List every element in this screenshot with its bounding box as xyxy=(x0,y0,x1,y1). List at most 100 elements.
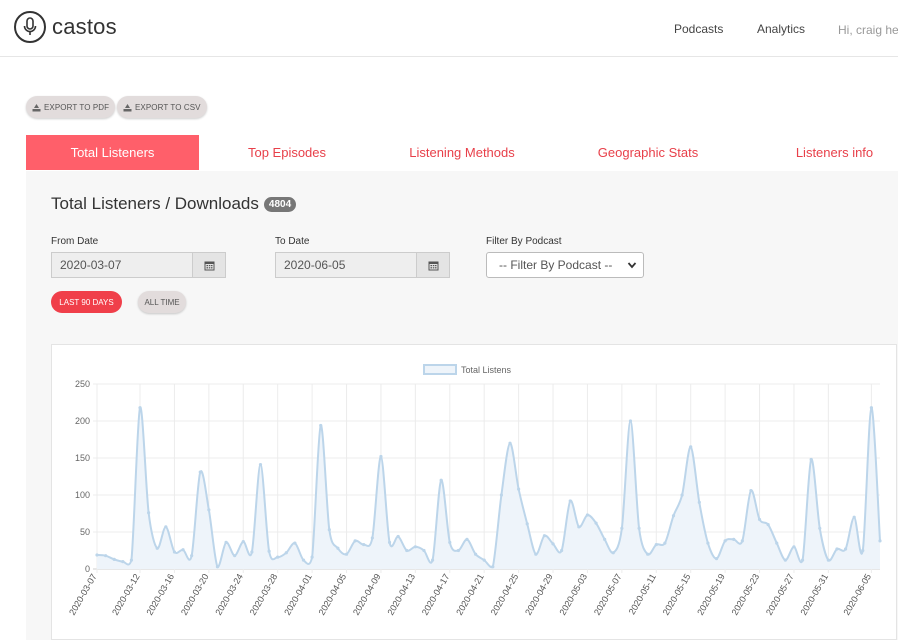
data-point xyxy=(465,537,469,541)
data-point xyxy=(568,499,572,503)
all-time-button[interactable]: ALL TIME xyxy=(138,291,186,313)
data-point xyxy=(172,550,177,554)
from-date-value[interactable]: 2020-03-07 xyxy=(60,258,122,272)
data-point xyxy=(439,478,443,482)
calendar-icon[interactable] xyxy=(192,253,225,277)
user-greeting[interactable]: Hi, craig he xyxy=(838,23,898,37)
data-point xyxy=(198,470,202,474)
data-point xyxy=(697,500,701,504)
data-point xyxy=(344,552,349,556)
data-point xyxy=(749,488,753,493)
data-point xyxy=(723,539,727,543)
data-point xyxy=(663,541,667,545)
data-point xyxy=(594,521,598,525)
legend-swatch xyxy=(423,364,457,375)
data-point xyxy=(835,547,839,551)
data-point xyxy=(585,513,590,517)
export-pdf-button[interactable]: EXPORT TO PDF xyxy=(26,96,116,118)
data-point xyxy=(370,536,374,540)
data-point xyxy=(121,560,125,564)
data-point xyxy=(525,522,529,526)
podcast-filter-select[interactable]: -- Filter By Podcast -- xyxy=(486,252,644,278)
data-point xyxy=(861,548,865,553)
to-date-value[interactable]: 2020-06-05 xyxy=(284,258,346,272)
tab-listeners-info[interactable]: Listeners info xyxy=(795,145,874,160)
data-point xyxy=(637,526,641,530)
from-date-field[interactable]: 2020-03-07 xyxy=(51,252,226,278)
brand-logo[interactable]: castos xyxy=(14,11,117,43)
data-point xyxy=(826,558,830,562)
to-date-field[interactable]: 2020-06-05 xyxy=(275,252,450,278)
data-point xyxy=(491,565,495,569)
y-tick-label: 100 xyxy=(75,490,90,500)
data-point xyxy=(233,554,237,558)
nav-podcasts[interactable]: Podcasts xyxy=(674,22,724,36)
x-tick-label: 2020-03-07 xyxy=(67,572,99,617)
x-tick-label: 2020-05-27 xyxy=(764,572,796,617)
data-point xyxy=(646,552,650,556)
downloads-count-badge: 4804 xyxy=(263,196,297,212)
x-tick-label: 2020-03-16 xyxy=(144,572,176,617)
data-point xyxy=(181,548,185,552)
microphone-icon xyxy=(14,11,46,43)
data-point xyxy=(473,552,478,556)
data-point xyxy=(224,540,228,544)
export-csv-button[interactable]: EXPORT TO CSV xyxy=(117,96,207,118)
tab-listening-methods[interactable]: Listening Methods xyxy=(409,145,515,160)
data-point xyxy=(714,557,719,561)
data-point xyxy=(207,508,211,512)
tab-total-listeners[interactable]: Total Listeners xyxy=(26,135,199,170)
data-point xyxy=(706,541,710,545)
data-point xyxy=(112,557,116,561)
data-point xyxy=(482,558,486,562)
export-icon xyxy=(32,103,41,111)
data-point xyxy=(430,558,435,562)
data-point xyxy=(413,545,417,549)
data-point xyxy=(852,515,856,519)
data-point xyxy=(792,545,796,549)
data-point xyxy=(405,548,409,553)
y-tick-label: 150 xyxy=(75,453,90,463)
calendar-icon[interactable] xyxy=(416,253,449,277)
y-tick-label: 200 xyxy=(75,416,90,426)
export-icon xyxy=(123,103,132,111)
data-point xyxy=(517,487,521,491)
data-point xyxy=(757,517,762,522)
last-90-days-button[interactable]: LAST 90 DAYS xyxy=(51,291,122,313)
x-tick-label: 2020-04-13 xyxy=(385,572,417,617)
podcast-filter-value: -- Filter By Podcast -- xyxy=(499,258,613,272)
data-point xyxy=(800,558,805,562)
tab-geographic-stats[interactable]: Geographic Stats xyxy=(597,145,699,160)
series-area-fill xyxy=(97,407,880,569)
from-date-label: From Date xyxy=(51,236,99,247)
data-point xyxy=(276,555,280,559)
x-tick-label: 2020-05-07 xyxy=(592,572,624,617)
data-point xyxy=(878,539,882,543)
y-tick-label: 0 xyxy=(85,564,90,574)
x-tick-label: 2020-05-19 xyxy=(695,572,727,617)
x-tick-label: 2020-04-17 xyxy=(420,572,452,617)
data-point xyxy=(164,525,168,529)
data-point xyxy=(310,555,314,559)
data-point xyxy=(104,554,108,558)
data-point xyxy=(577,525,581,529)
data-point xyxy=(680,493,684,497)
data-point xyxy=(611,551,615,555)
data-point xyxy=(396,534,400,539)
data-point xyxy=(284,551,288,555)
data-point xyxy=(551,542,555,546)
x-tick-label: 2020-05-15 xyxy=(661,572,693,617)
data-point xyxy=(775,541,779,545)
nav-analytics[interactable]: Analytics xyxy=(757,22,806,36)
data-point xyxy=(740,539,744,543)
data-point xyxy=(671,514,676,518)
x-tick-label: 2020-05-11 xyxy=(627,572,658,616)
data-point xyxy=(353,539,357,543)
data-point xyxy=(499,493,504,497)
export-pdf-label: EXPORT TO PDF xyxy=(44,102,110,112)
data-point xyxy=(147,511,151,515)
data-point xyxy=(250,550,254,554)
tab-top-episodes[interactable]: Top Episodes xyxy=(247,145,327,160)
data-point xyxy=(215,565,220,569)
